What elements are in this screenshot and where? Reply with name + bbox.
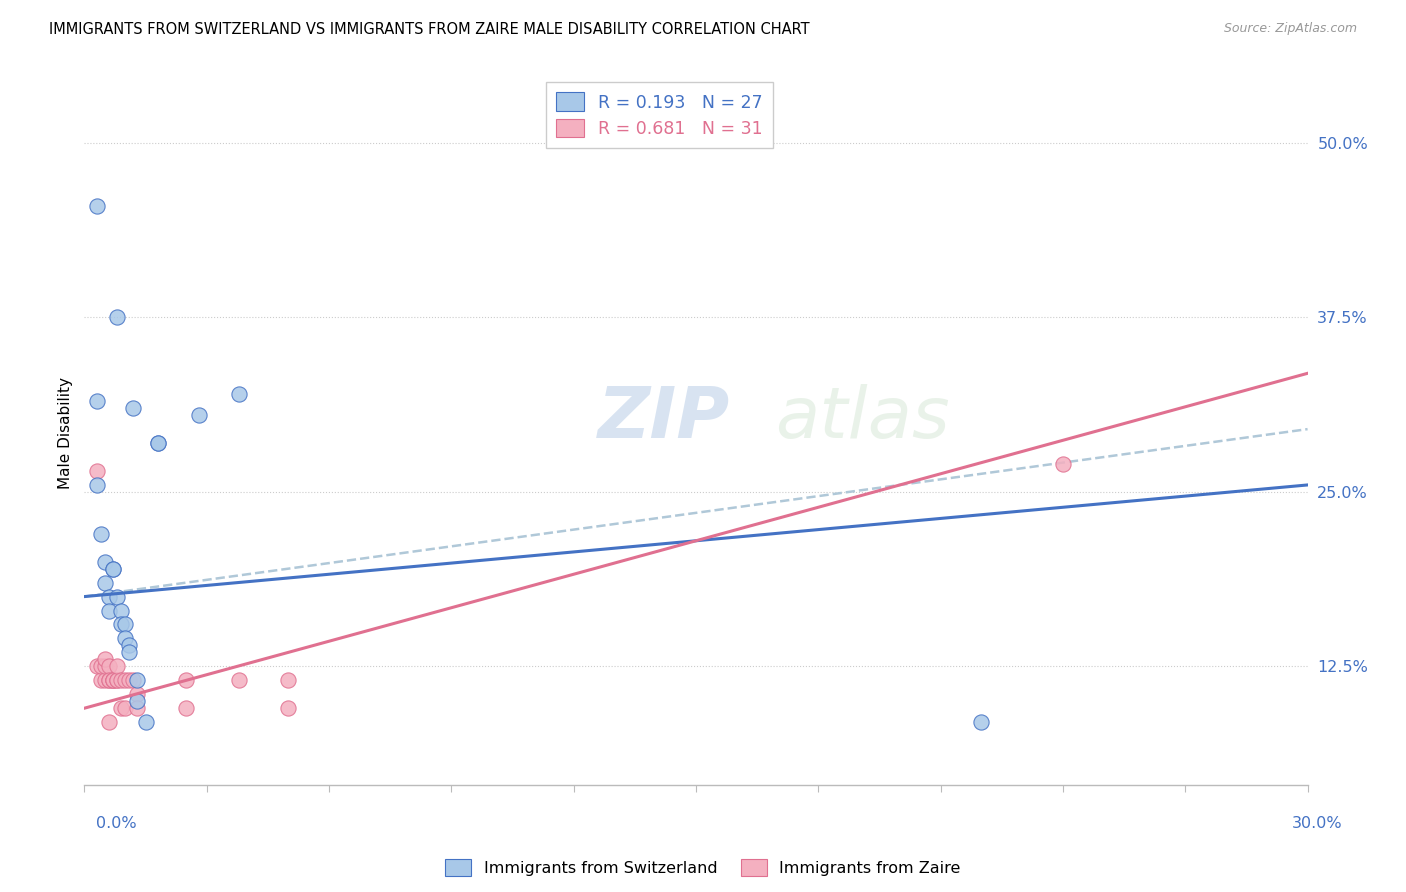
Point xyxy=(187,408,209,422)
Point xyxy=(86,394,108,409)
Point xyxy=(110,603,132,617)
Point xyxy=(105,590,128,604)
Point xyxy=(135,715,157,730)
Point xyxy=(93,575,115,590)
Point xyxy=(127,687,149,701)
Point xyxy=(277,673,299,688)
Point xyxy=(105,310,128,325)
Point xyxy=(127,673,149,688)
Point xyxy=(174,673,197,688)
Y-axis label: Male Disability: Male Disability xyxy=(58,376,73,489)
Point xyxy=(228,387,250,401)
Point xyxy=(101,562,124,576)
Point xyxy=(970,715,993,730)
Point xyxy=(146,436,169,450)
Point xyxy=(118,639,141,653)
Point xyxy=(105,673,128,688)
Legend: R = 0.193   N = 27, R = 0.681   N = 31: R = 0.193 N = 27, R = 0.681 N = 31 xyxy=(546,82,773,148)
Point xyxy=(101,562,124,576)
Point xyxy=(97,590,120,604)
Point xyxy=(86,464,108,478)
Point xyxy=(90,673,112,688)
Text: IMMIGRANTS FROM SWITZERLAND VS IMMIGRANTS FROM ZAIRE MALE DISABILITY CORRELATION: IMMIGRANTS FROM SWITZERLAND VS IMMIGRANT… xyxy=(49,22,810,37)
Point xyxy=(146,436,169,450)
Point xyxy=(86,478,108,492)
Point xyxy=(118,645,141,659)
Text: atlas: atlas xyxy=(776,384,950,453)
Legend: Immigrants from Switzerland, Immigrants from Zaire: Immigrants from Switzerland, Immigrants … xyxy=(437,851,969,884)
Point xyxy=(110,673,132,688)
Point xyxy=(93,659,115,673)
Point xyxy=(127,694,149,708)
Point xyxy=(97,673,120,688)
Point xyxy=(114,617,136,632)
Point xyxy=(118,673,141,688)
Point xyxy=(122,401,145,416)
Point xyxy=(114,673,136,688)
Point xyxy=(90,526,112,541)
Point xyxy=(122,673,145,688)
Point xyxy=(101,673,124,688)
Point xyxy=(93,555,115,569)
Point xyxy=(127,701,149,715)
Point xyxy=(97,715,120,730)
Point xyxy=(174,701,197,715)
Text: ZIP: ZIP xyxy=(598,384,730,453)
Point xyxy=(277,701,299,715)
Point xyxy=(114,701,136,715)
Point xyxy=(97,603,120,617)
Point xyxy=(105,659,128,673)
Text: 30.0%: 30.0% xyxy=(1292,816,1343,831)
Point xyxy=(1052,457,1074,471)
Text: Source: ZipAtlas.com: Source: ZipAtlas.com xyxy=(1223,22,1357,36)
Point xyxy=(101,673,124,688)
Point xyxy=(93,673,115,688)
Point xyxy=(110,617,132,632)
Point xyxy=(97,673,120,688)
Point xyxy=(101,673,124,688)
Point xyxy=(105,673,128,688)
Point xyxy=(93,652,115,666)
Point xyxy=(86,659,108,673)
Point xyxy=(228,673,250,688)
Point xyxy=(90,659,112,673)
Point xyxy=(86,199,108,213)
Point xyxy=(114,632,136,646)
Point xyxy=(97,659,120,673)
Text: 0.0%: 0.0% xyxy=(96,816,136,831)
Point xyxy=(110,701,132,715)
